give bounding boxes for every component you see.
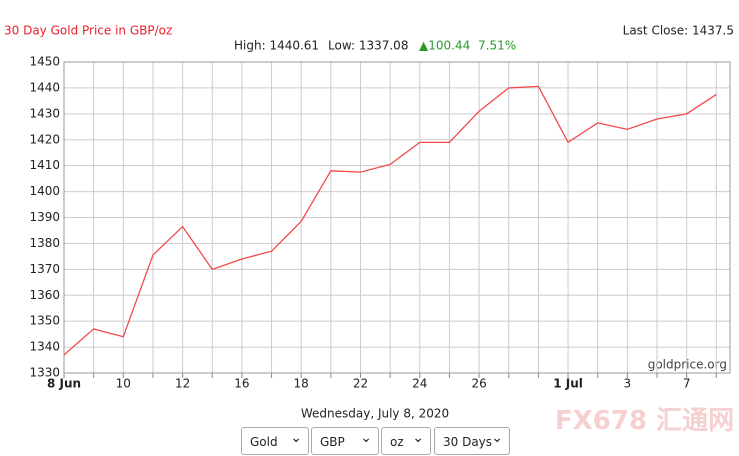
x-tick-label: 16: [234, 377, 249, 391]
brand-watermark: FX678 汇通网: [555, 406, 735, 436]
chart: 30 Day Gold Price in GBP/oz Last Close: …: [4, 24, 734, 421]
y-tick-label: 1430: [29, 106, 60, 120]
date: Wednesday, July 8, 2020: [301, 407, 449, 421]
y-tick-label: 1390: [29, 210, 60, 224]
high: High: 1440.61: [234, 39, 319, 53]
x-tick-label: 24: [412, 377, 427, 391]
y-tick-label: 1350: [29, 314, 60, 328]
y-tick-label: 1440: [29, 80, 60, 94]
low: Low: 1337.08: [328, 39, 408, 53]
x-tick-label: 22: [353, 377, 368, 391]
select-unit[interactable]: oz: [381, 424, 431, 455]
select-currency[interactable]: GBP: [311, 424, 379, 455]
x-tick-label: 7: [683, 377, 691, 391]
y-tick-label: 1380: [29, 236, 60, 250]
x-tick-label: 10: [116, 377, 131, 391]
select-range[interactable]: 30 Days: [434, 424, 510, 455]
y-tick-label: 1420: [29, 132, 60, 146]
x-tick-label: 12: [175, 377, 190, 391]
chart-title: 30 Day Gold Price in GBP/oz: [4, 24, 172, 38]
change-pct: 7.51%: [478, 39, 516, 53]
x-tick-label: 1 Jul: [553, 377, 583, 391]
plot-border: [63, 61, 731, 374]
x-tick-label: 8 Jun: [47, 377, 81, 391]
select-metal[interactable]: Gold: [241, 424, 309, 455]
y-tick-label: 1340: [29, 340, 60, 354]
price-line: [63, 85, 717, 356]
y-tick-label: 1410: [29, 158, 60, 172]
x-tick-label: 26: [471, 377, 486, 391]
y-tick-label: 1450: [29, 55, 60, 69]
y-tick-label: 1360: [29, 288, 60, 302]
y-tick-label: 1330: [29, 366, 60, 380]
x-tick-label: 18: [294, 377, 309, 391]
y-tick-label: 1370: [29, 262, 60, 276]
change: ▲100.44: [419, 39, 470, 53]
y-tick-label: 1400: [29, 184, 60, 198]
watermark: goldprice.org: [648, 358, 727, 372]
x-tick-label: 3: [624, 377, 632, 391]
last-close: Last Close: 1437.5: [623, 24, 734, 38]
